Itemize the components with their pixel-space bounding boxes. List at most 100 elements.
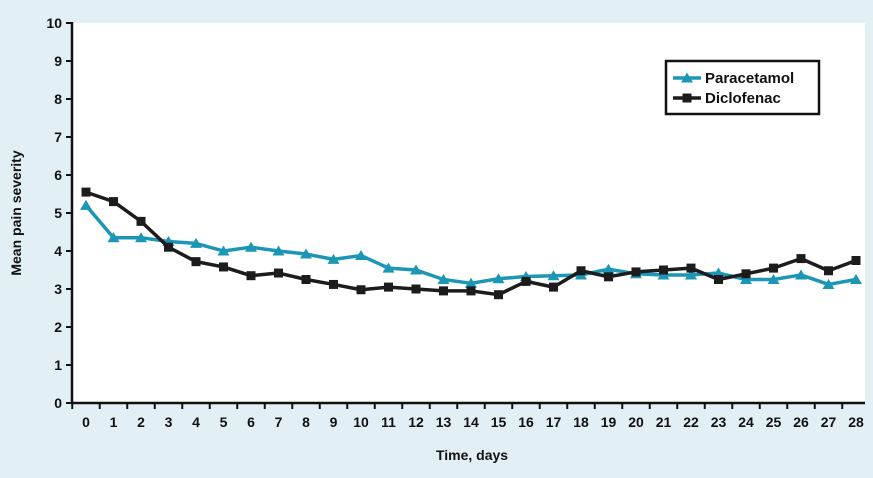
diclofenac-point [631,267,641,277]
diclofenac-point [466,286,476,296]
paracetamol-point [795,269,807,280]
paracetamol-point [437,274,450,284]
diclofenac-point [219,262,228,272]
legend-marker-paracetamol [681,72,693,83]
y-tick-label: 4 [54,243,62,259]
x-axis-label: Time, days [436,447,508,463]
x-tick-label: 25 [766,414,782,430]
paracetamol-point [300,248,312,259]
y-tick-label: 3 [54,281,62,297]
paracetamol-point [382,262,395,273]
y-tick-label: 10 [46,15,62,31]
diclofenac-point [164,242,173,252]
x-axis-ticks: 0 1 2 3 4 5 6 7 8 9 10 11 12 13 14 15 16 17 18 19 20 21 22 23 24… [71,403,864,430]
x-tick-label: 12 [408,414,424,430]
diclofenac-point [439,286,448,296]
x-tick-label: 4 [192,414,200,430]
y-axis-label: Mean pain severity [8,150,24,275]
diclofenac-point [356,285,366,295]
legend-box [664,59,821,116]
paracetamol-point [685,269,697,280]
y-tick-label: 1 [54,357,62,373]
diclofenac-point [521,276,531,286]
x-tick-label: 14 [463,414,479,430]
diclofenac-point [769,263,778,273]
diclofenac-point [246,271,256,281]
x-tick-label: 24 [738,414,754,430]
diclofenac-point [81,187,91,197]
x-tick-label: 17 [546,414,562,430]
diclofenac-point [714,275,723,284]
diclofenac-point [136,216,146,226]
paracetamol-point [190,237,202,248]
x-tick-label: 16 [518,414,534,430]
y-tick-label: 2 [54,319,62,335]
x-tick-label: 0 [82,414,90,430]
x-tick-label: 3 [165,414,173,430]
diclofenac-point [191,257,201,267]
legend-marker-diclofenac [682,93,692,103]
series-diclofenac [81,187,861,300]
diclofenac-point [796,254,806,264]
x-tick-label: 20 [628,414,644,430]
x-tick-label: 9 [330,414,338,430]
paracetamol-point [135,232,147,243]
x-tick-label: 6 [247,414,255,430]
x-tick-label: 7 [275,414,283,430]
paracetamol-point [602,263,615,274]
diclofenac-point [384,282,393,292]
paracetamol-point [217,245,230,256]
paracetamol-point [822,278,835,289]
x-tick-label: 2 [137,414,145,430]
y-tick-label: 8 [54,91,62,107]
x-tick-label: 1 [110,414,118,430]
legend-item-paracetamol: Paracetamol [673,70,794,87]
paracetamol-point [355,250,367,261]
diclofenac-point [576,266,586,276]
paracetamol-point [245,241,257,252]
x-tick-label: 23 [711,414,727,430]
diclofenac-point [686,263,696,273]
legend-label-diclofenac: Diclofenac [705,90,781,107]
series-layer [80,187,862,300]
paracetamol-point [492,273,505,284]
paracetamol-point [767,274,780,284]
paracetamol-point [850,274,862,284]
diclofenac-point [851,256,861,265]
x-tick-label: 27 [821,414,837,430]
paracetamol-point [410,264,422,275]
paracetamol-point [740,274,752,284]
diclofenac-point [109,197,118,207]
y-tick-label: 9 [54,53,62,69]
y-axis-ticks: 0 1 2 3 4 5 6 7 8 9 10 [46,15,72,411]
paracetamol-point [107,232,120,243]
paracetamol-point [80,199,92,210]
y-tick-label: 5 [54,205,62,221]
paracetamol-point [465,277,477,288]
legend-label-paracetamol: Paracetamol [705,70,794,87]
diclofenac-point [329,279,338,289]
paracetamol-point [327,253,340,264]
legend-items: Paracetamol Diclofenac [673,70,794,107]
x-tick-label: 8 [302,414,310,430]
diclofenac-point [301,275,311,284]
x-tick-label: 28 [848,414,864,430]
x-tick-label: 26 [793,414,809,430]
paracetamol-point [547,270,560,281]
x-tick-label: 22 [683,414,699,430]
x-tick-label: 15 [491,414,507,430]
legend: Paracetamol Diclofenac [664,59,821,116]
y-tick-label: 0 [54,395,62,411]
series-paracetamol [80,199,862,289]
y-tick-label: 6 [54,167,62,183]
legend-item-diclofenac: Diclofenac [673,90,781,107]
x-tick-label: 11 [381,414,396,430]
x-tick-label: 19 [601,414,617,430]
x-tick-label: 5 [220,414,228,430]
x-tick-label: 21 [656,414,672,430]
diclofenac-point [411,284,421,294]
x-tick-label: 18 [573,414,589,430]
x-tick-label: 13 [436,414,452,430]
